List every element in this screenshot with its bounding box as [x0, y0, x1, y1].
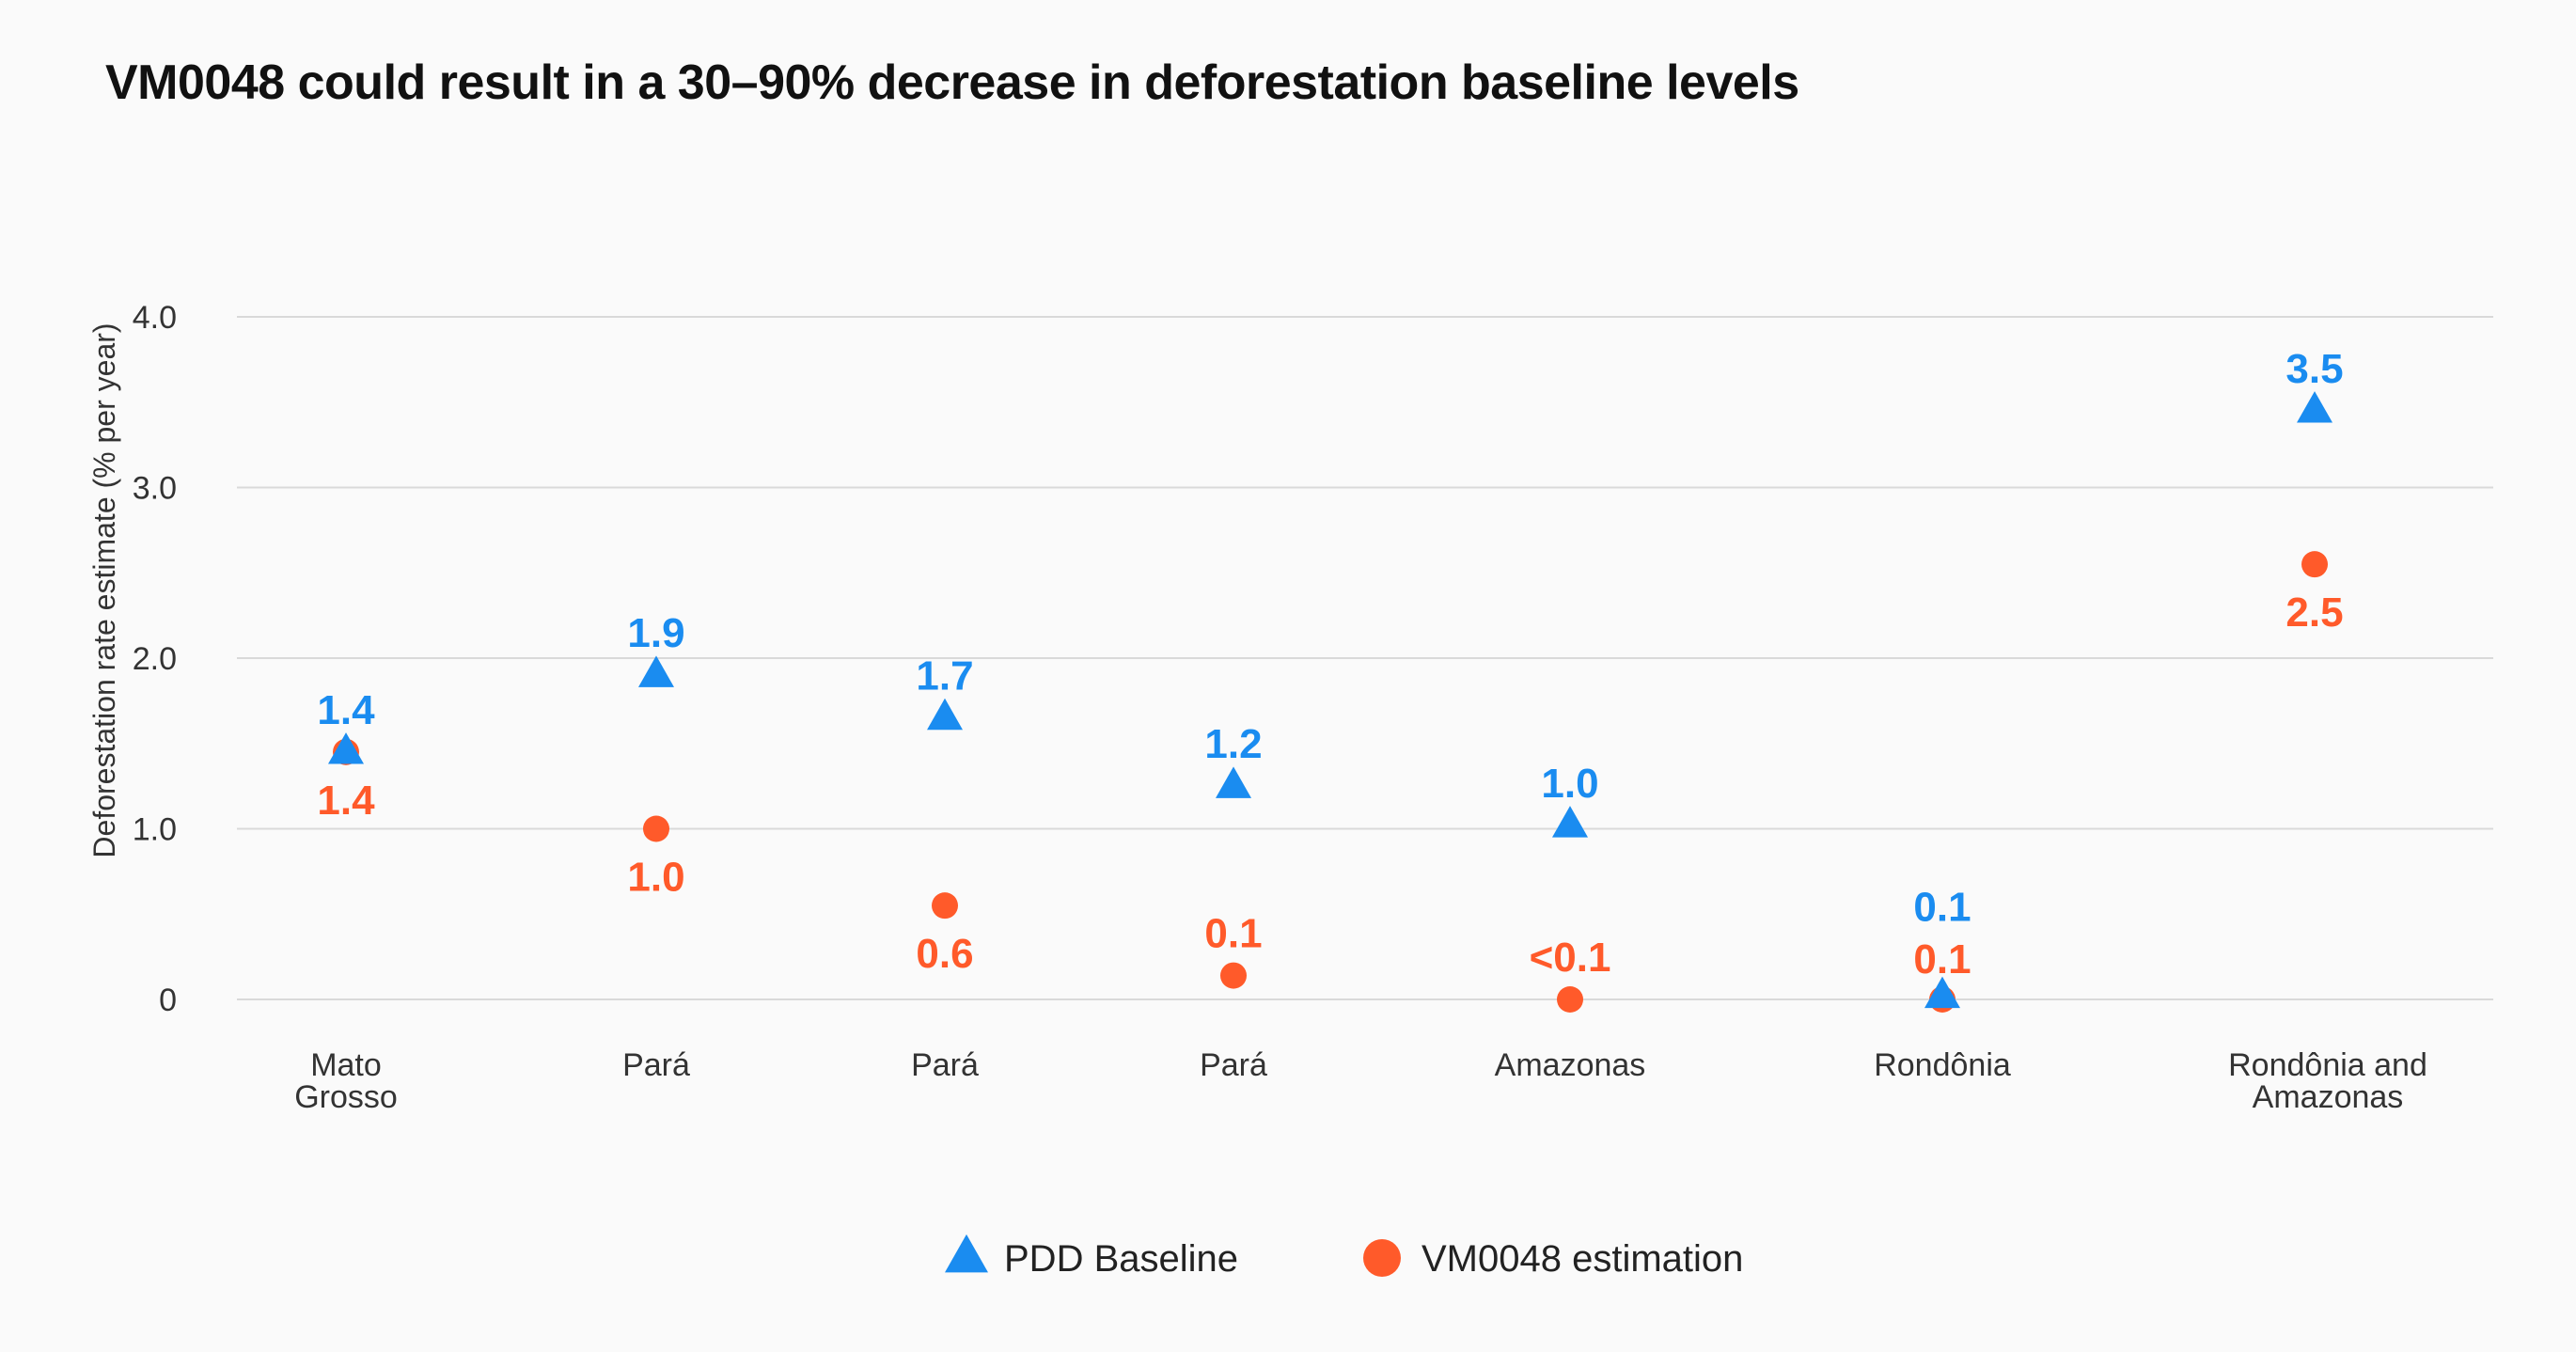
x-category-label: Rondônia [1874, 1047, 2011, 1083]
gridlines [237, 316, 2493, 1000]
pdd-baseline-point[interactable] [1924, 976, 1960, 1009]
vm0048-point[interactable] [2301, 551, 2328, 578]
x-category-label: Amazonas [1495, 1047, 1646, 1083]
pdd-baseline-value-label: 1.9 [627, 610, 684, 656]
x-category-label: Pará [911, 1047, 979, 1083]
x-category-label: Pará [622, 1047, 690, 1083]
legend-item-vm0048-estimation[interactable]: VM0048 estimation [1363, 1238, 1743, 1280]
y-tick-label: 1.0 [133, 812, 177, 848]
data-marks [328, 391, 2333, 1013]
pdd-baseline-point[interactable] [1552, 806, 1588, 838]
vm0048-value-label: 0.6 [916, 931, 973, 977]
vm0048-value-label: 2.5 [2285, 590, 2343, 636]
y-tick-label: 3.0 [133, 471, 177, 507]
vm0048-value-label: 0.1 [1913, 936, 1971, 983]
x-category-label: Rondônia and Amazonas [2228, 1047, 2427, 1115]
legend-item-pdd-baseline[interactable]: PDD Baseline [945, 1234, 1238, 1280]
vm0048-value-label: 1.4 [317, 778, 375, 824]
legend-circle-icon [1363, 1239, 1401, 1277]
chart-title: VM0048 could result in a 30–90% decrease… [105, 55, 1799, 110]
y-axis-label: Deforestation rate estimate (% per year) [87, 322, 121, 857]
pdd-baseline-point[interactable] [1216, 766, 1251, 798]
legend-label-pdd-baseline: PDD Baseline [1004, 1238, 1238, 1280]
pdd-baseline-point[interactable] [328, 732, 364, 764]
pdd-baseline-value-label: 1.4 [317, 687, 375, 733]
y-tick-label: 2.0 [133, 641, 177, 677]
vm0048-point[interactable] [1220, 962, 1247, 989]
vm0048-point[interactable] [1557, 986, 1583, 1013]
vm0048-value-label: <0.1 [1530, 935, 1611, 981]
vm0048-value-label: 1.0 [627, 855, 684, 901]
pdd-baseline-value-label: 1.2 [1204, 721, 1262, 767]
legend: PDD Baseline VM0048 estimation [945, 1234, 1743, 1280]
pdd-baseline-value-label: 1.0 [1541, 761, 1598, 807]
pdd-baseline-value-label: 0.1 [1913, 884, 1971, 930]
pdd-baseline-value-label: 1.7 [916, 653, 973, 700]
data-labels: 1.4 1.9 1.7 1.2 1.0 0.1 3.5 1.4 1.0 0.6 0.1 <0.1 0.1… [317, 346, 2343, 983]
pdd-baseline-point[interactable] [638, 655, 674, 687]
y-tick-label: 0 [159, 983, 177, 1018]
pdd-baseline-point[interactable] [927, 698, 963, 731]
legend-label-vm0048-estimation: VM0048 estimation [1422, 1238, 1743, 1280]
y-tick-label: 4.0 [133, 300, 177, 336]
y-axis-ticks: 0 1.0 2.0 3.0 4.0 [133, 300, 177, 1018]
legend-triangle-icon [945, 1234, 988, 1273]
x-category-label: Pará [1200, 1047, 1267, 1083]
vm0048-point[interactable] [643, 815, 669, 842]
pdd-baseline-point[interactable] [2297, 391, 2333, 423]
pdd-baseline-value-label: 3.5 [2285, 346, 2343, 392]
vm0048-value-label: 0.1 [1204, 911, 1262, 957]
vm0048-point[interactable] [932, 892, 958, 920]
x-category-label: Mato Grosso [294, 1047, 398, 1115]
x-axis-categories: Mato Grosso Pará Pará Pará Amazonas Rondônia Ro… [294, 1047, 2427, 1115]
